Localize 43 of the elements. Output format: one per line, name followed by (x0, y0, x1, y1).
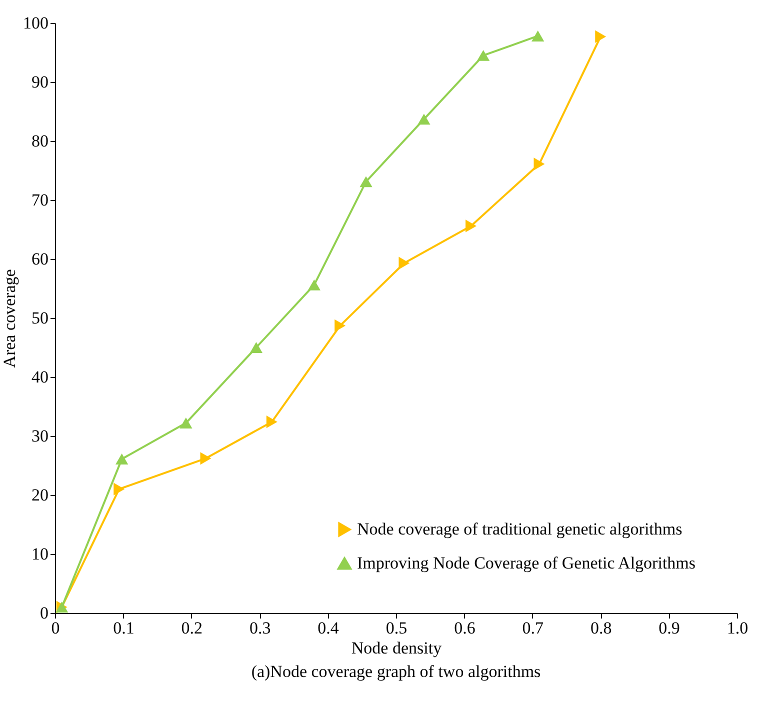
y-tick-label: 50 (32, 308, 48, 328)
x-tick-label: 0.6 (454, 618, 476, 638)
y-axis-title: Area coverage (0, 269, 19, 368)
x-tick-label: 1.0 (726, 618, 748, 638)
x-tick-label: 0.7 (522, 618, 544, 638)
x-tick-label: 0.2 (181, 618, 203, 638)
point (476, 50, 490, 61)
y-tick-label: 40 (32, 368, 48, 386)
point (418, 114, 430, 125)
x-tick-label: 0.3 (249, 618, 271, 638)
point (266, 416, 278, 428)
x-axis-title: Node density (351, 638, 442, 658)
y-tick-label: 60 (32, 250, 48, 268)
x-tick-label: 0 (51, 618, 60, 638)
point (114, 482, 125, 496)
point (180, 418, 192, 428)
point (308, 279, 320, 290)
point (398, 256, 410, 270)
y-tick-label: 100 (23, 14, 48, 32)
point (360, 176, 372, 188)
y-tick-label: 30 (32, 426, 48, 446)
point (466, 220, 476, 232)
point (250, 342, 263, 353)
text: (a)Node coverage graph of two algorithms (251, 662, 541, 681)
point (116, 454, 128, 464)
x-tick-label: 0.1 (113, 618, 134, 638)
legend-label: Node coverage of traditional genetic algorithms (357, 520, 682, 538)
x-tick-label: 0.5 (386, 618, 408, 638)
x-tick-label: 0.8 (590, 618, 612, 638)
point (200, 452, 212, 465)
y-tick-label: 80 (32, 132, 48, 150)
x-tick-label: 0.4 (318, 618, 340, 638)
y-tick-label: 10 (32, 544, 48, 564)
y-tick-label: 90 (32, 72, 48, 92)
y-tick-label: 70 (32, 190, 48, 210)
point (334, 319, 346, 332)
point (534, 158, 545, 170)
x-tick-label: 0.9 (658, 618, 680, 638)
legend-label: Improving Node Coverage of Genetic Algorithms (357, 554, 696, 572)
point (595, 30, 606, 43)
y-tick-label: 0 (40, 604, 48, 622)
y-tick-label: 20 (32, 486, 48, 504)
point (532, 30, 544, 42)
